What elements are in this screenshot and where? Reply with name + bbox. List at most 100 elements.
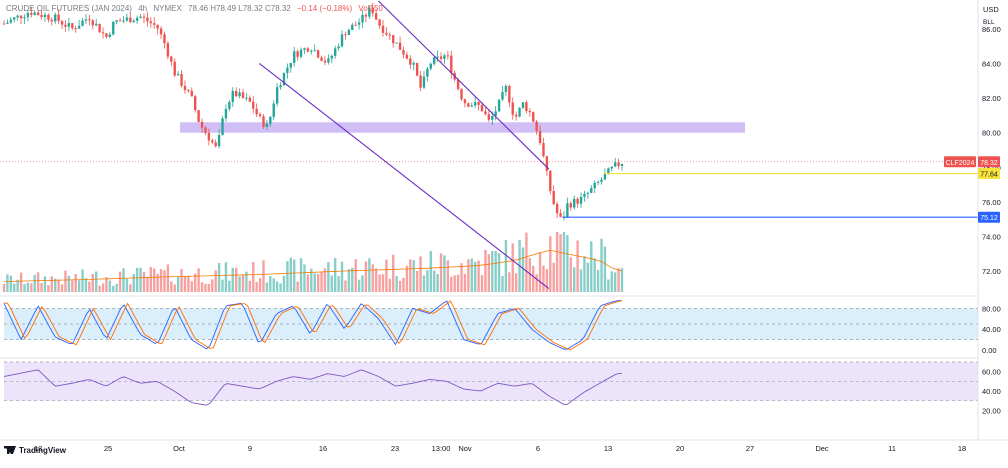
volume-bar (569, 257, 572, 292)
candle-body (23, 17, 26, 19)
candle-body (269, 116, 272, 124)
volume-bar (470, 258, 473, 292)
legend-symbol[interactable]: CRUDE OIL FUTURES (JAN 2024) (6, 4, 132, 13)
scale-mode-label: BLL (983, 19, 995, 26)
candle-body (405, 54, 409, 59)
candle-body (286, 67, 289, 73)
volume-bar (112, 285, 115, 292)
volume-bar (159, 269, 163, 292)
volume-bar (453, 275, 456, 292)
volume-bar (13, 283, 16, 292)
volume-bar (187, 275, 190, 292)
candle-body (204, 127, 207, 133)
tradingview-branding[interactable]: TradingView (4, 446, 66, 455)
volume-bar (94, 271, 98, 292)
candle-body (217, 134, 221, 147)
stoch-tick-label: 40.00 (982, 325, 1001, 334)
candle-body (555, 204, 559, 214)
volume-bar (545, 269, 549, 292)
candle-body (351, 24, 354, 31)
candle-body (607, 168, 610, 174)
candle-body (289, 62, 293, 68)
candle-body (313, 50, 316, 52)
candle-body (296, 51, 299, 57)
volume-bar (9, 275, 13, 292)
volume-bar (173, 284, 176, 292)
time-tick-label: 23 (391, 444, 399, 453)
time-tick-label: Nov (458, 444, 472, 453)
volume-bar (197, 268, 200, 292)
time-tick-label: 6 (536, 444, 540, 453)
volume-bar (64, 270, 67, 292)
volume-bar (238, 276, 241, 292)
candle-body (364, 14, 368, 17)
volume-bar (467, 259, 470, 292)
candle-body (347, 30, 351, 36)
candle-body (361, 14, 364, 23)
candle-body (579, 196, 583, 204)
volume-ma-line (3, 249, 623, 282)
symbol-badge-bg (944, 156, 976, 168)
price-tick-label: 78.00 (982, 163, 1001, 172)
time-tick-label: 18 (34, 444, 42, 453)
candle-body (371, 7, 374, 14)
volume-bar (33, 274, 36, 292)
candle-body (77, 25, 81, 29)
volume-bar (91, 274, 94, 292)
candle-body (456, 79, 460, 90)
candle-body (252, 101, 255, 109)
candle-body (310, 50, 313, 52)
candle-body (241, 92, 245, 98)
time-tick-label: 11 (888, 444, 896, 453)
time-tick-label: Dec (815, 444, 829, 453)
candle-body (211, 140, 214, 143)
volume-bar (552, 262, 555, 292)
candle-body (19, 15, 23, 19)
volume-bar (593, 258, 596, 292)
time-tick-label: 13:00 (432, 444, 451, 453)
volume-bar (57, 279, 60, 292)
volume-bar (337, 276, 340, 292)
candle-body (354, 24, 357, 26)
volume-bar (146, 277, 149, 292)
volume-bar (272, 278, 275, 292)
volume-bar (149, 266, 153, 292)
candle-body (187, 90, 190, 92)
candle-body (443, 55, 446, 59)
candle-body (327, 58, 330, 63)
candle-body (426, 68, 429, 77)
volume-bar (405, 265, 409, 292)
volume-bar (323, 268, 327, 292)
volume-bar (176, 276, 180, 292)
candle-body (282, 72, 286, 86)
time-tick-label: 20 (676, 444, 684, 453)
candle-body (620, 164, 624, 167)
volume-bar (477, 260, 480, 292)
volume-bar (214, 270, 217, 292)
rsi-line (3, 369, 622, 406)
volume-bar (443, 255, 446, 292)
volume-bar (289, 257, 293, 292)
candle-body (84, 19, 88, 21)
volume-bar (586, 262, 590, 292)
volume-bar (101, 283, 105, 292)
candle-body (491, 116, 494, 120)
candle-body (149, 21, 153, 24)
candle-body (6, 22, 9, 24)
volume-bar (504, 240, 508, 292)
volume-bar (23, 284, 26, 292)
volume-bar (211, 279, 214, 292)
candle-body (16, 15, 19, 18)
candle-body (54, 14, 57, 22)
volume-bar (194, 273, 197, 292)
volume-bar (60, 284, 64, 292)
candle-body (60, 21, 64, 25)
candle-body (91, 20, 94, 26)
volume-bar (265, 282, 269, 292)
volume-bar (480, 275, 484, 292)
stoch-tick-label: 80.00 (982, 304, 1001, 313)
candle-body (159, 28, 163, 35)
volume-bar (190, 281, 193, 292)
volume-bar (351, 267, 354, 292)
